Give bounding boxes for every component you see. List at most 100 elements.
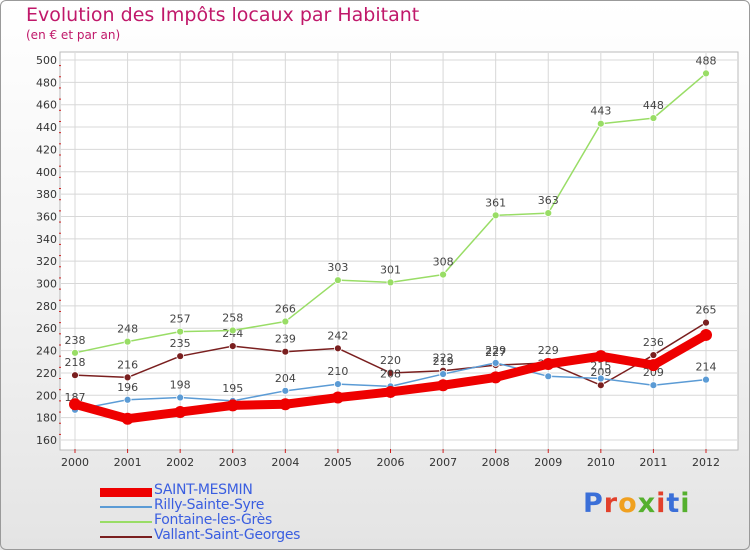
x-tick-label: 2012	[692, 456, 720, 469]
data-label: 235	[170, 337, 191, 350]
data-point	[228, 342, 237, 351]
logo-letter: i	[656, 488, 667, 519]
data-label: 242	[327, 329, 348, 342]
logo-letter: o	[618, 488, 638, 519]
data-point	[123, 373, 132, 382]
x-tick-label: 2005	[324, 456, 352, 469]
data-point	[386, 369, 395, 377]
data-label: 236	[643, 336, 664, 349]
data-point	[176, 393, 185, 402]
data-point	[121, 412, 134, 425]
data-label: 215	[590, 360, 611, 373]
data-point	[489, 371, 502, 384]
data-label: 363	[538, 194, 559, 207]
data-label: 216	[117, 358, 138, 371]
logo-letter: x	[637, 488, 657, 519]
data-point	[123, 395, 132, 404]
data-label: 218	[65, 356, 86, 369]
legend-swatch	[100, 487, 152, 497]
y-tick-label: 420	[36, 143, 57, 156]
data-label: 204	[275, 372, 296, 385]
logo-letter: P	[583, 488, 604, 519]
legend-label: Fontaine-les-Grès	[154, 512, 272, 528]
y-tick-label: 260	[36, 322, 57, 335]
data-point	[334, 380, 342, 389]
data-point	[649, 351, 658, 359]
data-label: 239	[275, 333, 296, 346]
y-tick-label: 180	[36, 412, 57, 425]
data-label: 303	[327, 261, 348, 274]
data-point	[281, 317, 290, 326]
legend-swatch	[100, 536, 152, 538]
data-label: 257	[170, 313, 191, 326]
data-label: 222	[433, 352, 454, 365]
y-tick-label: 340	[36, 233, 57, 246]
x-tick-label: 2004	[271, 456, 299, 469]
chart-subtitle: (en € et par an)	[26, 28, 121, 42]
legend-label: Rilly-Sainte-Syre	[154, 497, 265, 513]
data-point	[649, 381, 658, 390]
data-point	[544, 372, 553, 381]
data-point	[702, 318, 710, 327]
y-tick-label: 480	[36, 76, 57, 89]
data-label: 209	[643, 366, 664, 379]
data-point	[174, 406, 187, 419]
data-point	[331, 391, 344, 404]
data-label: 361	[485, 196, 506, 209]
y-tick-label: 200	[36, 389, 57, 402]
data-point	[702, 69, 710, 78]
data-label: 265	[696, 304, 717, 317]
data-label: 195	[222, 382, 243, 395]
data-label: 209	[590, 366, 611, 379]
x-tick-label: 2009	[534, 456, 562, 469]
data-point	[544, 209, 553, 218]
data-label: 238	[65, 334, 86, 347]
data-point	[649, 114, 658, 123]
y-tick-label: 400	[36, 166, 57, 179]
data-label: 187	[65, 391, 86, 404]
data-label: 227	[485, 346, 506, 359]
data-point	[439, 270, 447, 279]
data-point	[281, 386, 290, 395]
data-point	[384, 385, 397, 398]
data-point	[176, 327, 185, 336]
data-label: 301	[380, 263, 401, 276]
x-tick-label: 2010	[587, 456, 615, 469]
data-label: 258	[222, 311, 243, 324]
data-point	[334, 276, 342, 285]
data-point	[386, 278, 395, 287]
data-point	[491, 211, 500, 220]
x-tick-label: 2003	[219, 456, 247, 469]
data-label: 448	[643, 99, 664, 112]
data-point	[596, 381, 605, 390]
x-tick-label: 2002	[166, 456, 194, 469]
y-tick-label: 220	[36, 367, 57, 380]
data-point	[279, 398, 292, 411]
data-label: 220	[380, 354, 401, 367]
data-point	[596, 374, 605, 383]
data-label: 196	[117, 381, 138, 394]
data-label: 229	[538, 344, 559, 357]
data-label: 443	[590, 105, 611, 118]
data-label: 248	[117, 323, 138, 336]
legend-label: Vallant-Saint-Georges	[154, 527, 301, 543]
x-tick-label: 2001	[114, 456, 142, 469]
proxiti-logo: Proxiti	[583, 488, 691, 519]
y-tick-label: 160	[36, 434, 57, 447]
data-point	[69, 398, 81, 411]
data-label: 229	[485, 344, 506, 357]
data-label: 208	[380, 367, 401, 380]
data-label: 266	[275, 303, 296, 316]
data-point	[71, 348, 79, 357]
logo-letter: t	[666, 488, 681, 519]
data-point	[596, 119, 605, 128]
data-point	[228, 326, 237, 335]
data-point	[334, 344, 342, 353]
data-point	[594, 350, 607, 363]
logo-letter: i	[680, 488, 691, 519]
data-label: 214	[696, 361, 717, 374]
data-point	[123, 337, 132, 346]
data-point	[176, 352, 185, 361]
legend-label: SAINT-MESMIN	[154, 482, 253, 498]
